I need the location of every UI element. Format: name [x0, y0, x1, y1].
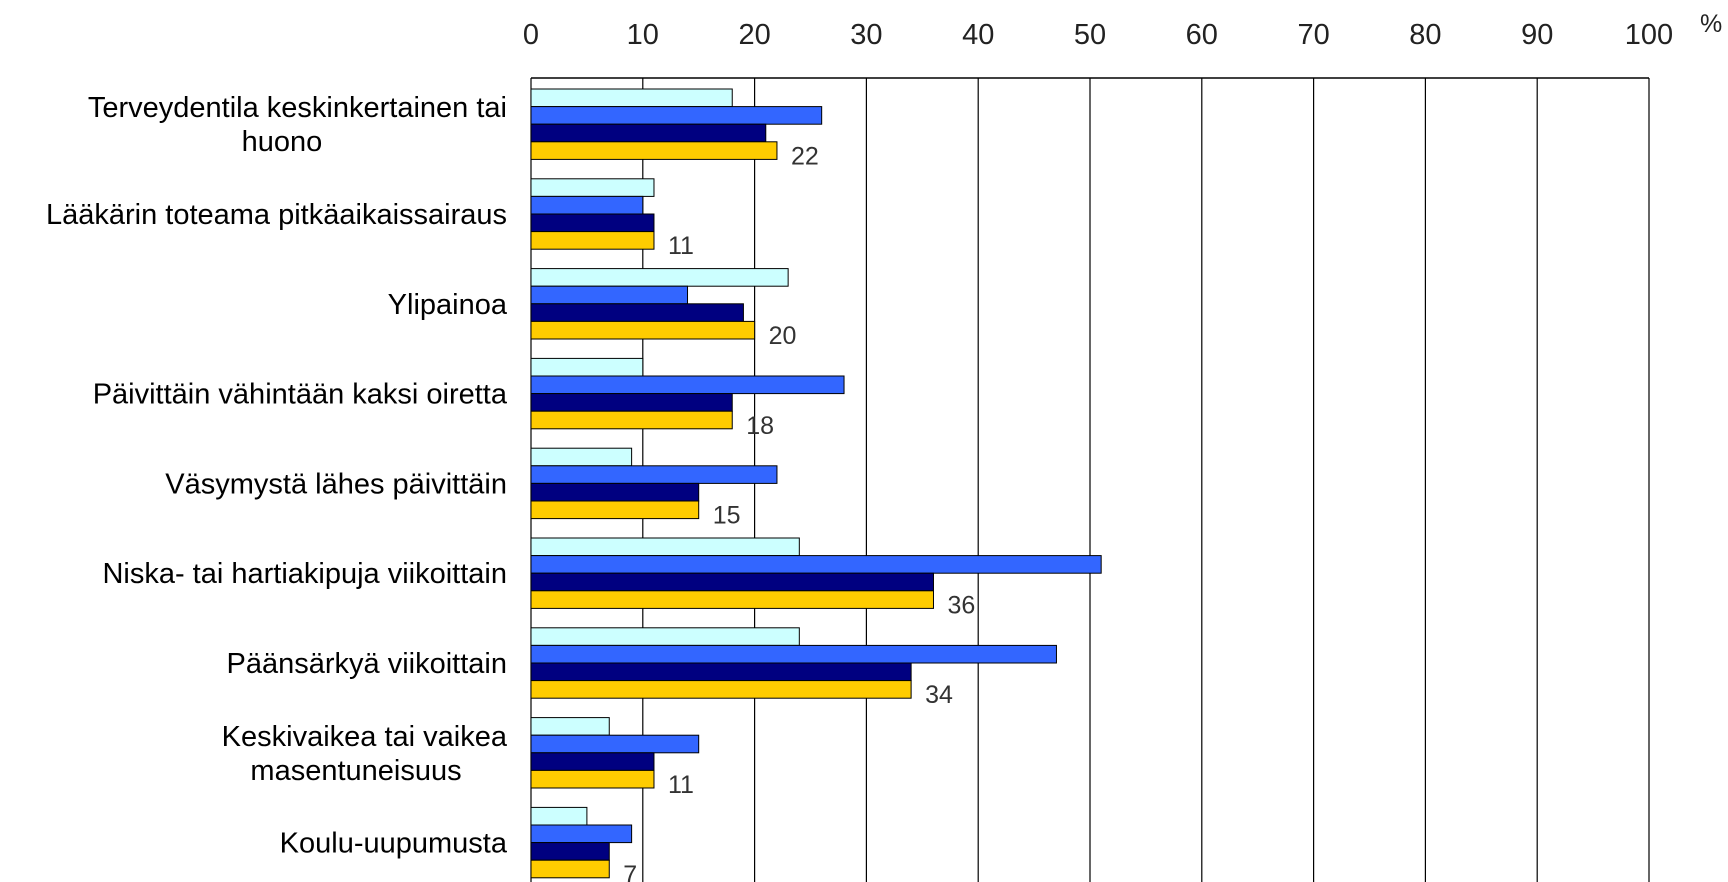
unit-label: %: [1700, 10, 1722, 38]
bar-series-1: [530, 627, 800, 646]
bar-series-3: [530, 303, 744, 322]
data-label: 11: [668, 771, 694, 799]
category-label: Terveydentila keskinkertainen tai: [88, 92, 507, 124]
bar-series-4: [530, 320, 756, 340]
bar-series-1: [530, 717, 610, 736]
bar-series-3: [530, 752, 655, 771]
bar-series-3: [530, 662, 912, 682]
category-label: Päivittäin vähintään kaksi oiretta: [93, 379, 508, 411]
x-tick-label: 60: [1186, 19, 1218, 51]
bar-series-3: [530, 123, 767, 143]
data-label: 7: [623, 861, 637, 882]
bar-series-2: [530, 465, 778, 484]
x-tick-label: 50: [1074, 19, 1106, 51]
bar-series-3: [530, 482, 700, 502]
x-tick-label: 90: [1521, 19, 1553, 51]
labels: 0 10 20 30 40 50 60 70 80 90 100 22 Terveydentila ke…: [46, 19, 1673, 882]
bar-series-1: [530, 357, 644, 377]
bar-series-3: [530, 842, 610, 861]
category-label: huono: [242, 126, 323, 158]
bar-series-2: [530, 195, 644, 215]
bar-series-2: [530, 375, 845, 395]
bar-series-1: [530, 178, 655, 197]
bar-series-1: [530, 447, 633, 467]
x-tick-label: 100: [1625, 19, 1673, 51]
bar-series-2: [530, 644, 1057, 664]
bar-series-4: [530, 680, 912, 699]
bar-series-4: [530, 769, 655, 789]
bar-series-4: [530, 410, 733, 430]
category-label: Ylipainoa: [388, 289, 508, 321]
bar-series-3: [530, 213, 655, 233]
bar-series-1: [530, 268, 789, 287]
data-label: 36: [947, 591, 975, 619]
category-label: Lääkärin toteama pitkäaikaissairaus: [46, 199, 507, 231]
bar-series-4: [530, 141, 778, 160]
bar-series-1: [530, 537, 800, 557]
bar-series-4: [530, 859, 610, 879]
data-label: 15: [713, 502, 741, 530]
data-label: 22: [791, 142, 819, 170]
category-label: Väsymystä lähes päivittäin: [165, 468, 507, 500]
bar-series-2: [530, 734, 700, 754]
bar-series-2: [530, 555, 1102, 574]
bar-series-3: [530, 572, 934, 592]
bar-series-4: [530, 231, 655, 250]
x-tick-label: 80: [1409, 19, 1441, 51]
category-label: Koulu-uupumusta: [280, 828, 508, 860]
bar-series-2: [530, 285, 689, 305]
data-label: 18: [746, 412, 774, 440]
bar-series-3: [530, 393, 733, 412]
x-tick-label: 40: [962, 19, 994, 51]
category-label: Päänsärkyä viikoittain: [227, 648, 507, 680]
x-tick-label: 10: [627, 19, 659, 51]
bar-series-4: [530, 590, 934, 609]
bars: [530, 88, 1102, 879]
x-tick-label: 30: [850, 19, 882, 51]
category-label: Keskivaikea tai vaikea: [222, 721, 508, 753]
bar-series-2: [530, 824, 633, 844]
gridlines: [530, 77, 1650, 882]
bar-series-4: [530, 500, 700, 520]
category-label: masentuneisuus: [250, 755, 461, 787]
data-label: 20: [769, 322, 797, 350]
data-label: 11: [668, 232, 694, 260]
x-tick-label: 20: [738, 19, 770, 51]
x-tick-label: 70: [1297, 19, 1329, 51]
bar-series-2: [530, 106, 823, 125]
x-tick-label: 0: [523, 19, 539, 51]
category-label: Niska- tai hartiakipuja viikoittain: [102, 558, 507, 590]
data-label: 34: [925, 681, 953, 709]
bar-series-1: [530, 88, 733, 108]
bar-series-1: [530, 806, 588, 826]
